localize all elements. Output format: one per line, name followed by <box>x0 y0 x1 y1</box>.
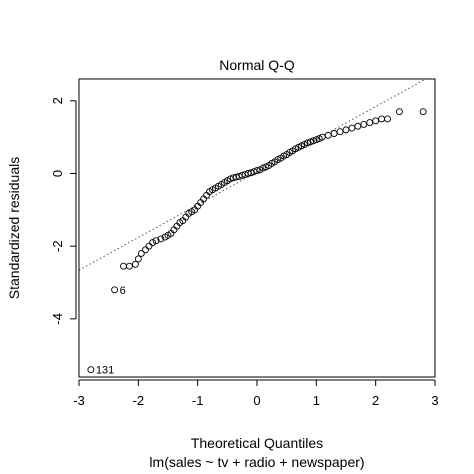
y-tick-label: -4 <box>50 313 65 325</box>
data-point <box>324 131 332 139</box>
data-point <box>419 108 427 116</box>
data-point <box>120 262 127 270</box>
x-tick-label: -1 <box>192 393 204 408</box>
y-tick-label: -2 <box>50 240 65 252</box>
point-labels-layer: 131 6 <box>96 285 126 377</box>
x-axis-label: Theoretical Quantiles <box>191 435 323 451</box>
chart-title: Normal Q-Q <box>219 57 295 73</box>
data-point <box>250 168 258 176</box>
y-axis: -4 -2 0 2 <box>50 97 77 325</box>
data-point <box>142 246 149 254</box>
x-axis: -3 -2 -1 0 1 2 3 <box>73 379 439 408</box>
data-point <box>330 130 338 137</box>
y-tick-label: 2 <box>50 97 65 104</box>
data-point <box>384 115 391 123</box>
x-tick-label: 0 <box>253 393 260 408</box>
data-point <box>134 255 142 263</box>
x-tick-label: 3 <box>431 393 438 408</box>
data-point <box>152 237 160 245</box>
data-point <box>244 170 252 177</box>
data-point <box>306 138 314 146</box>
data-point <box>241 171 249 179</box>
data-point <box>354 122 362 130</box>
data-point <box>348 124 356 132</box>
chart-subtitle: lm(sales ~ tv + radio + newspaper) <box>149 454 364 470</box>
data-point <box>238 171 246 179</box>
data-point <box>145 242 153 250</box>
point-label: 131 <box>96 365 114 377</box>
x-tick-label: -2 <box>133 393 145 408</box>
data-point <box>235 172 243 180</box>
data-point <box>259 164 267 172</box>
data-point <box>395 108 403 116</box>
data-point <box>131 260 139 268</box>
data-point <box>125 262 133 270</box>
data-point <box>157 235 165 243</box>
data-point <box>378 115 386 123</box>
data-point <box>247 169 255 177</box>
data-point <box>372 117 380 125</box>
data-point <box>253 167 261 175</box>
y-tick-label: 0 <box>50 170 65 177</box>
data-point <box>87 366 95 374</box>
x-tick-label: -3 <box>73 393 85 408</box>
data-point <box>342 126 350 134</box>
data-point <box>318 133 326 141</box>
data-point <box>336 128 344 136</box>
data-point <box>111 286 119 294</box>
point-label: 6 <box>120 285 126 297</box>
data-point <box>149 239 157 246</box>
data-point <box>366 119 374 127</box>
y-axis-label: Standardized residuals <box>6 157 22 299</box>
data-point <box>312 136 320 144</box>
data-point <box>360 120 368 128</box>
data-point <box>137 249 145 257</box>
x-tick-label: 1 <box>313 393 320 408</box>
data-point <box>226 175 234 183</box>
points-layer <box>87 108 427 374</box>
data-point <box>232 173 240 181</box>
x-tick-label: 2 <box>372 393 379 408</box>
data-point <box>303 139 311 147</box>
plot-frame <box>78 78 436 378</box>
data-point <box>309 137 317 145</box>
